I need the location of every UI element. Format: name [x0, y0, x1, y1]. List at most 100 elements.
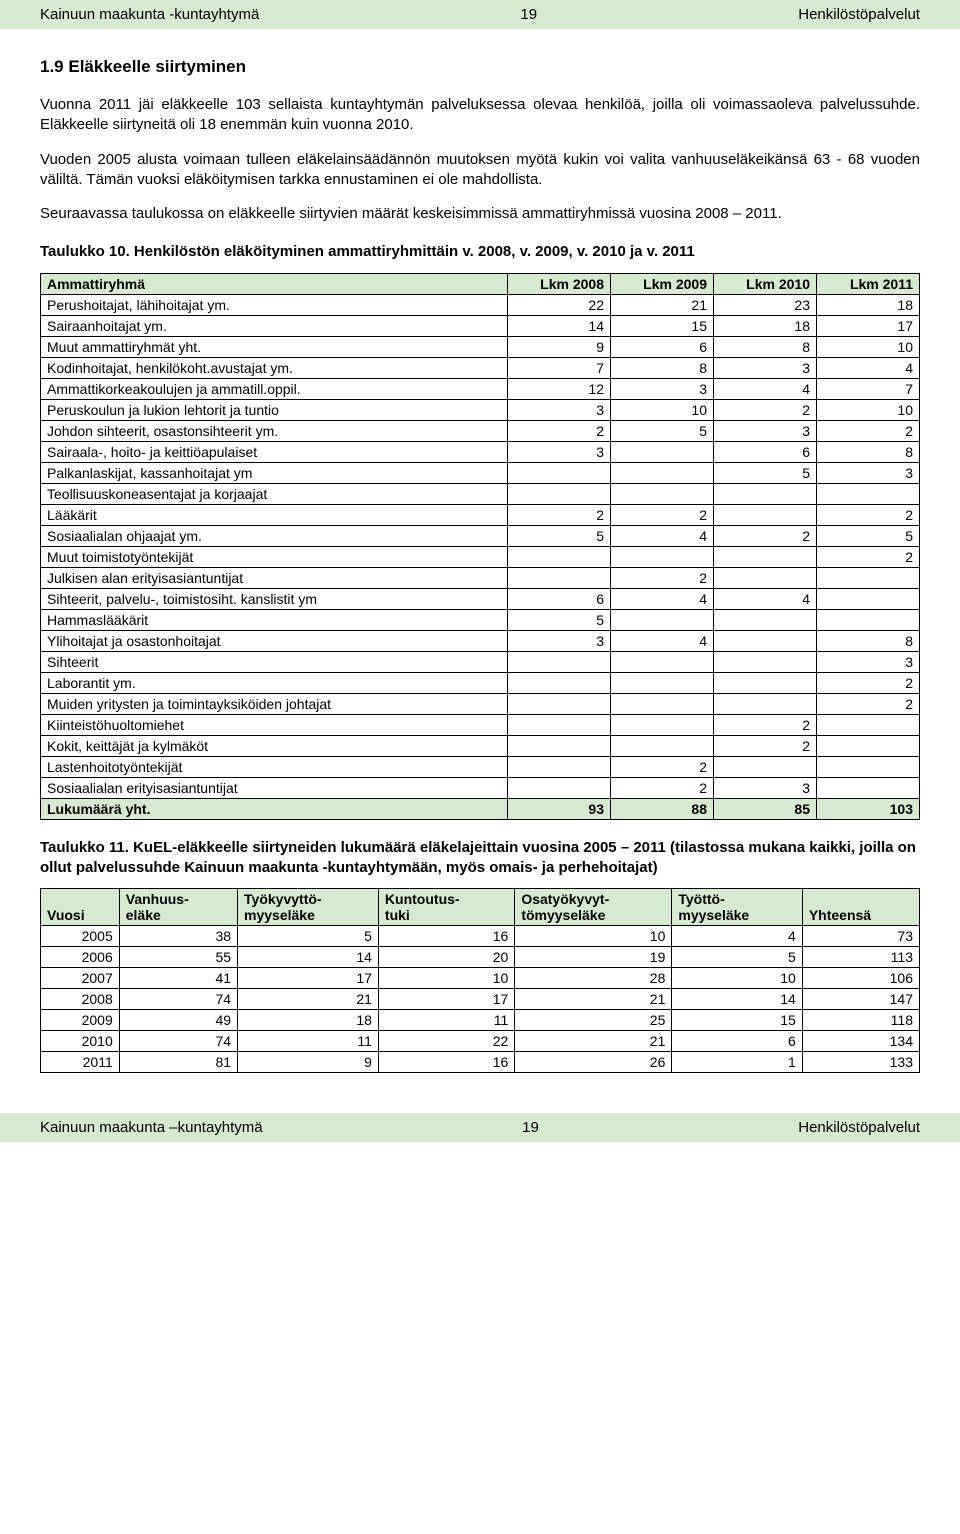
table10-footer-1: 93: [508, 798, 611, 819]
table-cell: [508, 735, 611, 756]
table-cell: 17: [238, 968, 379, 989]
table-cell: [508, 777, 611, 798]
table-cell: 4: [714, 588, 817, 609]
table-cell: Kokit, keittäjät ja kylmäköt: [41, 735, 508, 756]
table-cell: 25: [515, 1010, 672, 1031]
table-cell: [817, 567, 920, 588]
table-cell: 3: [817, 462, 920, 483]
table-cell: [611, 483, 714, 504]
table-cell: 17: [378, 989, 514, 1010]
table-cell: 2: [714, 525, 817, 546]
table-cell: 14: [508, 315, 611, 336]
table10-h1: Lkm 2008: [508, 273, 611, 294]
table-cell: 14: [672, 989, 802, 1010]
table-cell: 15: [611, 315, 714, 336]
table-cell: [714, 609, 817, 630]
table-cell: Peruskoulun ja lukion lehtorit ja tuntio: [41, 399, 508, 420]
table-cell: [611, 546, 714, 567]
table-row: Kodinhoitajat, henkilökoht.avustajat ym.…: [41, 357, 920, 378]
table-cell: 20: [378, 947, 514, 968]
table-cell: Sairaanhoitajat ym.: [41, 315, 508, 336]
table11: Vuosi Vanhuus-eläke Työkyvyttö-myyseläke…: [40, 888, 920, 1073]
table-row: Laborantit ym.2: [41, 672, 920, 693]
table-cell: Lastenhoitotyöntekijät: [41, 756, 508, 777]
table-cell: Sosiaalialan ohjaajat ym.: [41, 525, 508, 546]
table-cell: 7: [508, 357, 611, 378]
table-cell: 6: [611, 336, 714, 357]
table11-h4: Osatyökyvyt-tömyyseläke: [515, 889, 672, 926]
table-row: Sihteerit, palvelu-, toimistosiht. kansl…: [41, 588, 920, 609]
footer-right: Henkilöstöpalvelut: [798, 1119, 920, 1136]
table10-footer-row: Lukumäärä yht. 93 88 85 103: [41, 798, 920, 819]
table-cell: Kodinhoitajat, henkilökoht.avustajat ym.: [41, 357, 508, 378]
table-cell: 3: [611, 378, 714, 399]
table-cell: 15: [672, 1010, 802, 1031]
table10-h4: Lkm 2011: [817, 273, 920, 294]
table-cell: 113: [802, 947, 919, 968]
table-cell: 2010: [41, 1031, 120, 1052]
table-cell: 5: [508, 525, 611, 546]
table-cell: [817, 609, 920, 630]
table-cell: 8: [817, 441, 920, 462]
table10-h3: Lkm 2010: [714, 273, 817, 294]
table-cell: 73: [802, 926, 919, 947]
table-cell: [611, 441, 714, 462]
page-body: 1.9 Eläkkeelle siirtyminen Vuonna 2011 j…: [0, 57, 960, 1113]
section-title: 1.9 Eläkkeelle siirtyminen: [40, 57, 920, 77]
table-cell: 11: [378, 1010, 514, 1031]
table11-h0: Vuosi: [41, 889, 120, 926]
table-cell: [508, 483, 611, 504]
table11-h2: Työkyvyttö-myyseläke: [238, 889, 379, 926]
table-cell: [817, 735, 920, 756]
table-cell: [714, 756, 817, 777]
table-cell: 4: [611, 588, 714, 609]
table-row: Ammattikorkeakoulujen ja ammatill.oppil.…: [41, 378, 920, 399]
table-cell: Sihteerit: [41, 651, 508, 672]
table-cell: 11: [238, 1031, 379, 1052]
table-cell: 22: [378, 1031, 514, 1052]
table-cell: 10: [515, 926, 672, 947]
table-row: Muut ammattiryhmät yht.96810: [41, 336, 920, 357]
table-cell: 5: [817, 525, 920, 546]
table-cell: 7: [817, 378, 920, 399]
table-cell: Muut ammattiryhmät yht.: [41, 336, 508, 357]
table-cell: 26: [515, 1052, 672, 1073]
table-cell: Johdon sihteerit, osastonsihteerit ym.: [41, 420, 508, 441]
table-row: Perushoitajat, lähihoitajat ym.22212318: [41, 294, 920, 315]
table-cell: [508, 546, 611, 567]
table-row: 20087421172114147: [41, 989, 920, 1010]
table-row: Kokit, keittäjät ja kylmäköt2: [41, 735, 920, 756]
table-cell: Muut toimistotyöntekijät: [41, 546, 508, 567]
table-cell: 21: [611, 294, 714, 315]
table-cell: 2: [714, 399, 817, 420]
table-cell: [714, 483, 817, 504]
table-cell: 41: [119, 968, 237, 989]
header-left: Kainuun maakunta -kuntayhtymä: [40, 6, 259, 23]
table-cell: 6: [672, 1031, 802, 1052]
table-cell: 106: [802, 968, 919, 989]
table10-header-row: Ammattiryhmä Lkm 2008 Lkm 2009 Lkm 2010 …: [41, 273, 920, 294]
table-cell: Kiinteistöhuoltomiehet: [41, 714, 508, 735]
table-row: Muut toimistotyöntekijät2: [41, 546, 920, 567]
table-cell: 2: [611, 504, 714, 525]
paragraph-2: Vuoden 2005 alusta voimaan tulleen eläke…: [40, 150, 920, 191]
table-cell: 4: [672, 926, 802, 947]
table-row: Julkisen alan erityisasiantuntijat2: [41, 567, 920, 588]
page-footer: Kainuun maakunta –kuntayhtymä 19 Henkilö…: [0, 1113, 960, 1142]
table-cell: [508, 462, 611, 483]
table-cell: [611, 714, 714, 735]
table-cell: 4: [817, 357, 920, 378]
table-cell: 2005: [41, 926, 120, 947]
table-cell: 147: [802, 989, 919, 1010]
table-cell: Hammaslääkärit: [41, 609, 508, 630]
table-cell: [714, 672, 817, 693]
table-cell: 10: [378, 968, 514, 989]
table-row: 20094918112515118: [41, 1010, 920, 1031]
table-cell: 4: [611, 525, 714, 546]
table-cell: [611, 672, 714, 693]
table-cell: [817, 756, 920, 777]
table-cell: 10: [817, 399, 920, 420]
table-cell: [611, 609, 714, 630]
table-cell: 134: [802, 1031, 919, 1052]
table-cell: 74: [119, 989, 237, 1010]
